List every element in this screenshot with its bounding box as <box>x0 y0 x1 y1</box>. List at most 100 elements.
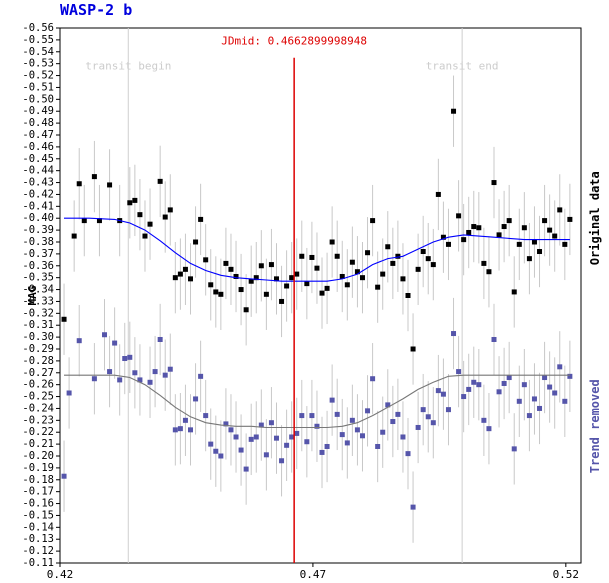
trend-removed-data-point <box>319 449 325 455</box>
original-data-point <box>279 298 285 304</box>
original-data-point <box>471 224 477 230</box>
original-data-point <box>354 269 360 275</box>
trend-removed-data-point <box>112 340 118 346</box>
jdmid-label: JDmid: 0.4662899998948 <box>221 35 367 48</box>
y-tick-label: -0.21 <box>22 438 54 450</box>
original-data-point <box>198 216 204 222</box>
trend-removed-data-point <box>481 417 487 423</box>
original-data-point <box>526 256 532 262</box>
chart-title: WASP-2 b <box>60 1 133 19</box>
original-data-point <box>314 265 320 271</box>
original-data-point <box>385 244 391 250</box>
y-tick-label: -0.24 <box>22 402 54 414</box>
trend-removed-data-point <box>521 382 527 388</box>
trend-removed-data-point <box>289 434 295 440</box>
original-data-point <box>142 233 148 239</box>
trend-removed-data-point <box>405 451 411 457</box>
original-data-point <box>415 266 421 272</box>
original-data-point <box>547 227 553 233</box>
y-tick-label: -0.23 <box>22 414 54 426</box>
trend-removed-data-point <box>182 417 188 423</box>
original-data-point <box>405 293 411 298</box>
trend-removed-data-point <box>284 442 290 448</box>
y-axis-label: MAG <box>26 285 39 305</box>
trend-removed-data-point <box>223 421 229 427</box>
y-tick-label: -0.32 <box>22 307 54 319</box>
original-data-point <box>299 253 305 259</box>
y-tick-label: -0.31 <box>22 319 54 331</box>
y-tick-label: -0.55 <box>22 34 54 46</box>
original-data-point <box>238 287 244 293</box>
original-data-point <box>339 273 345 279</box>
original-data-point <box>511 289 517 295</box>
original-data-point <box>567 216 573 222</box>
trend-removed-data-point <box>268 420 274 426</box>
y-tick-label: -0.44 <box>22 165 54 177</box>
original-data-point <box>466 229 472 235</box>
y-tick-label: -0.50 <box>22 93 54 105</box>
trend-removed-data-point <box>365 408 371 414</box>
trend-removed-data-point <box>410 504 416 510</box>
y-tick-label: -0.41 <box>22 200 54 212</box>
original-data-point <box>76 181 82 187</box>
y-tick-label: -0.51 <box>22 81 54 93</box>
trend-removed-data-point <box>117 377 123 383</box>
trend-removed-data-point <box>177 426 183 432</box>
original-data-point <box>248 278 254 284</box>
y-tick-label: -0.15 <box>22 509 54 521</box>
trend-removed-data-point <box>102 332 108 338</box>
trend-removed-data-point <box>152 369 158 375</box>
original-data-point <box>218 291 224 297</box>
trend-removed-data-point <box>451 331 457 337</box>
trend-removed-data-point <box>76 338 82 344</box>
trend-removed-data-point <box>238 447 244 453</box>
trend-removed-data-point <box>329 397 335 403</box>
trend-removed-data-point <box>349 417 355 423</box>
original-data-point <box>420 249 426 255</box>
original-data-point <box>309 254 315 260</box>
original-data-point <box>273 276 279 282</box>
x-tick-label: 0.42 <box>47 568 74 581</box>
y-tick-label: -0.29 <box>22 343 54 355</box>
trend-removed-data-point <box>339 432 345 438</box>
original-data-point <box>193 239 199 245</box>
original-data-point <box>329 239 335 245</box>
trend-removed-data-point <box>233 434 239 440</box>
original-data-point <box>359 275 365 281</box>
y-tick-label: -0.36 <box>22 260 54 272</box>
trend-removed-data-point <box>526 413 532 419</box>
trend-removed-data-point <box>334 411 340 417</box>
original-data-point <box>481 260 487 266</box>
y-tick-label: -0.35 <box>22 272 54 284</box>
trend-removed-data-point <box>243 466 249 472</box>
original-data-point <box>400 276 406 282</box>
trend-removed-data-point <box>537 405 543 411</box>
original-data-point <box>486 269 492 275</box>
original-data-point <box>324 285 330 291</box>
original-data-point <box>253 275 259 281</box>
trend-removed-data-point <box>557 364 563 370</box>
original-data-point <box>162 214 168 220</box>
trend-removed-data-point <box>415 424 421 430</box>
original-data-point <box>380 271 386 277</box>
original-data-point <box>243 307 249 313</box>
trend-removed-data-point <box>162 372 168 378</box>
right-label-original: Original data <box>588 171 602 265</box>
y-tick-label: -0.42 <box>22 188 54 200</box>
trend-removed-data-point <box>344 440 350 446</box>
original-data-point <box>435 191 441 197</box>
original-data-point <box>294 271 300 277</box>
y-tick-label: -0.13 <box>22 533 54 545</box>
trend-removed-data-point <box>172 427 178 433</box>
trend-removed-data-point <box>461 394 467 400</box>
original-data-point <box>263 291 269 297</box>
y-tick-label: -0.16 <box>22 498 54 510</box>
original-data-point <box>289 275 295 281</box>
trend-removed-data-point <box>354 427 360 433</box>
trend-removed-data-point <box>370 376 376 382</box>
original-data-point <box>91 174 97 180</box>
trend-removed-data-point <box>531 396 537 402</box>
original-data-point <box>172 275 178 281</box>
trend-removed-data-point <box>188 427 194 433</box>
trend-removed-data-point <box>380 429 386 435</box>
